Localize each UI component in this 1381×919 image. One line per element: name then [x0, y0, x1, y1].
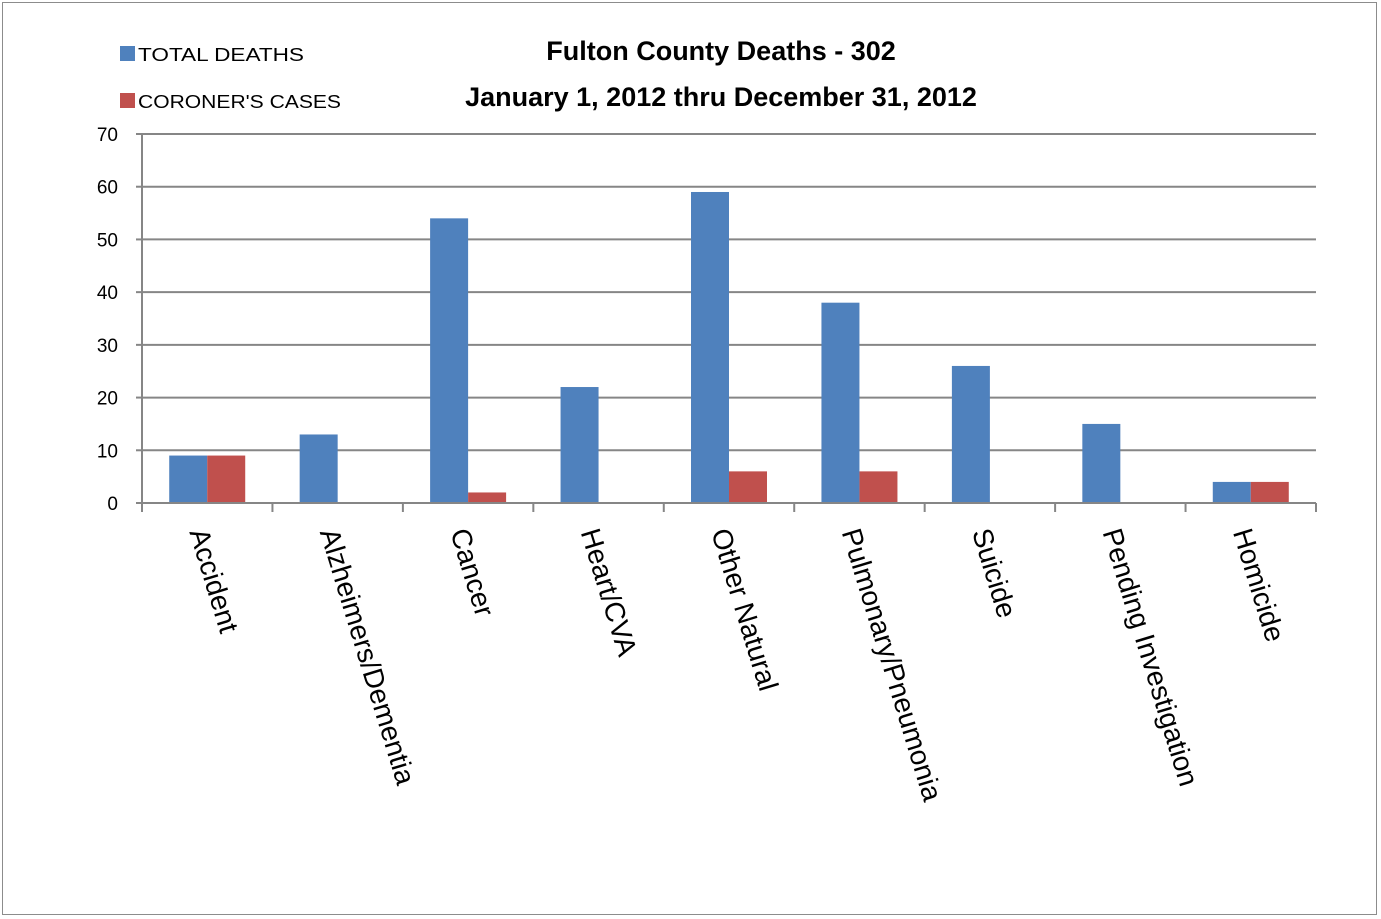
bar-total-deaths [299, 434, 338, 503]
y-tick-label: 10 [97, 441, 118, 462]
x-tick-label: Accident [183, 525, 244, 637]
bar-total-deaths [560, 387, 599, 503]
bar-total-deaths [951, 365, 990, 503]
y-tick-label: 60 [97, 178, 118, 199]
x-tick-label: Other Natural [705, 525, 784, 695]
x-tick-label: Alzheimers/Dementia [314, 525, 422, 789]
bar-total-deaths [691, 191, 729, 503]
y-tick-label: 50 [97, 230, 118, 251]
bar-coroners-cases [207, 455, 246, 503]
bar-total-deaths [1082, 423, 1121, 503]
bar-total-deaths [169, 455, 208, 503]
legend: TOTAL DEATHS CORONER'S CASES [120, 45, 341, 112]
y-tick-label: 70 [97, 125, 118, 146]
bars [169, 191, 1289, 504]
y-tick-label: 30 [97, 336, 118, 357]
y-tick-label: 0 [107, 494, 118, 515]
bar-coroners-cases [729, 471, 767, 503]
bar-total-deaths [430, 218, 469, 504]
axes [136, 133, 1317, 512]
legend-label-coroners-cases: CORONER'S CASES [138, 92, 341, 112]
y-tick-label: 40 [97, 283, 118, 304]
x-tick-labels: Accident Alzheimers/Dementia Cancer Heart/C… [183, 525, 1290, 805]
x-tick-label: Homicide [1227, 525, 1291, 646]
y-tick-labels: 0 10 20 30 40 50 60 70 [97, 125, 118, 515]
chart-title: Fulton County Deaths - 302 [546, 36, 896, 66]
x-tick-label: Heart/CVA [575, 525, 643, 660]
bar-coroners-cases [859, 471, 898, 503]
x-tick-label: Pulmonary/Pneumonia [836, 525, 949, 805]
bar-total-deaths [821, 302, 860, 503]
x-tick-label: Cancer [444, 525, 500, 620]
legend-label-total-deaths: TOTAL DEATHS [138, 45, 304, 65]
x-tick-label: Suicide [966, 525, 1022, 622]
bar-coroners-cases [1250, 481, 1289, 503]
bar-total-deaths [1212, 481, 1251, 503]
bar-coroners-cases [468, 492, 507, 503]
x-tick-label: Pending Investigation [1097, 525, 1205, 790]
legend-swatch-total-deaths [120, 46, 135, 61]
legend-swatch-coroners-cases [120, 93, 135, 108]
chart-subtitle: January 1, 2012 thru December 31, 2012 [465, 82, 977, 112]
y-tick-label: 20 [97, 389, 118, 410]
